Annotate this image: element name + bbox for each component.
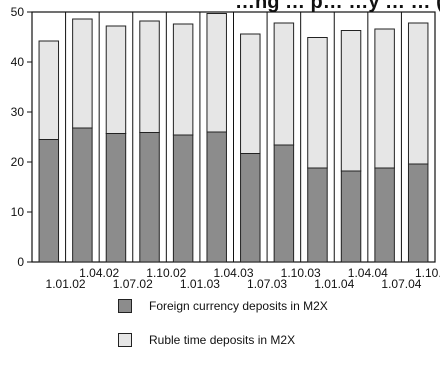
bar-ruble-1.07.04 [374,28,395,169]
bar-ruble-1.01.02 [38,40,60,140]
bar-foreign-1.10.03 [273,144,295,263]
chart-title: …ng … p… …y … … (%) [235,0,440,13]
bar-ruble-1.07.02 [105,25,127,134]
bar-foreign-1.10.02 [139,132,160,263]
x-tick-label: 1.04.02 [79,266,119,280]
bar-ruble-1.10.03 [273,22,295,146]
y-tick-label: 20 [11,155,25,169]
bar-ruble-1.07.03 [240,33,261,154]
y-tick-label: 0 [17,255,24,269]
x-tick-label: 1.01.04 [314,277,354,291]
y-tick-label: 30 [11,105,25,119]
legend-swatch-foreign [118,299,132,313]
bar-foreign-1.07.04 [374,167,395,263]
x-tick-label: 1.04.04 [348,266,388,280]
bar-ruble-1.04.02 [72,18,93,129]
legend-label-foreign: Foreign currency deposits in M2X [149,299,328,313]
bar-foreign-1.04.02 [72,127,93,263]
x-tick-label: 1.07.03 [247,277,287,291]
bar-foreign-1.04.03 [206,131,227,263]
bar-foreign-1.07.02 [105,133,127,263]
x-tick-label: 1.07.04 [381,277,421,291]
bar-foreign-1.01.02 [38,139,60,263]
y-tick-label: 10 [11,205,25,219]
bar-foreign-1.01.03 [172,134,194,263]
x-tick-label: 1.01.02 [46,277,86,291]
bar-ruble-1.04.04 [340,30,362,172]
bar-foreign-1.10.04 [407,163,429,263]
bar-foreign-1.04.04 [340,170,362,263]
x-tick-label: 1.04.03 [213,266,253,280]
x-tick-label: 1.07.02 [113,277,153,291]
bar-foreign-1.01.04 [307,167,328,263]
legend-swatch-ruble [118,333,132,347]
x-tick-label: 1.10.04 [415,266,440,280]
bar-ruble-1.10.02 [139,20,160,133]
bar-ruble-1.01.03 [172,23,194,136]
bar-foreign-1.07.03 [240,153,261,263]
x-tick-label: 1.01.03 [180,277,220,291]
legend-item-foreign: Foreign currency deposits in M2X [118,296,328,316]
legend-item-ruble: Ruble time deposits in M2X [118,330,328,350]
y-tick-label: 50 [11,5,25,19]
x-tick-label: 1.10.02 [146,266,186,280]
legend: Foreign currency deposits in M2X Ruble t… [118,296,328,364]
plot-area: 010203040501.01.021.04.021.07.021.10.021… [11,5,440,291]
y-tick-label: 40 [11,55,25,69]
x-tick-label: 1.10.03 [281,266,321,280]
bar-ruble-1.01.04 [307,37,328,169]
bar-ruble-1.10.04 [407,22,429,165]
bar-ruble-1.04.03 [206,13,227,133]
legend-label-ruble: Ruble time deposits in M2X [149,333,296,347]
